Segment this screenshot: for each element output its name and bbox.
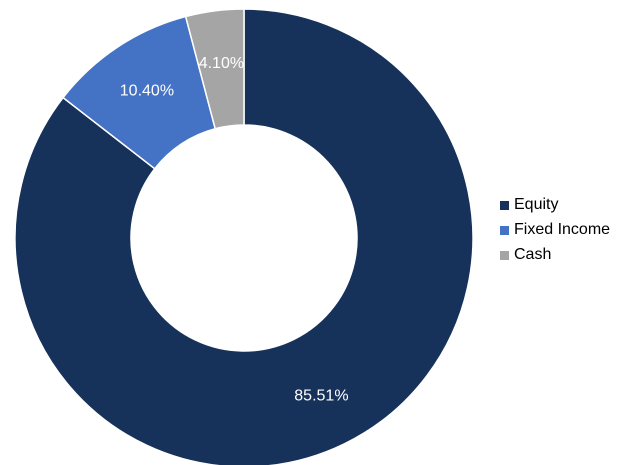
data-label-fixed-income: 10.40% — [120, 83, 174, 100]
legend-item-cash: Cash — [500, 246, 610, 264]
legend-item-fixed-income: Fixed Income — [500, 221, 610, 239]
legend-label-fixed-income: Fixed Income — [514, 221, 611, 238]
slice-equity — [14, 8, 474, 465]
labels-group: 85.51% 10.40% 4.10% — [120, 55, 349, 405]
legend-swatch-equity — [500, 200, 509, 210]
legend-swatch-fixed-income — [500, 225, 509, 235]
legend-label-equity: Equity — [514, 196, 559, 213]
data-label-cash: 4.10% — [199, 55, 244, 72]
legend-swatch-cash — [500, 250, 509, 260]
legend: Equity Fixed Income Cash — [500, 196, 610, 264]
slice-cash — [184, 8, 245, 130]
legend-item-equity: Equity — [500, 196, 610, 214]
slices-group — [14, 8, 474, 465]
legend-label-cash: Cash — [514, 246, 552, 263]
data-label-equity: 85.51% — [294, 388, 348, 405]
